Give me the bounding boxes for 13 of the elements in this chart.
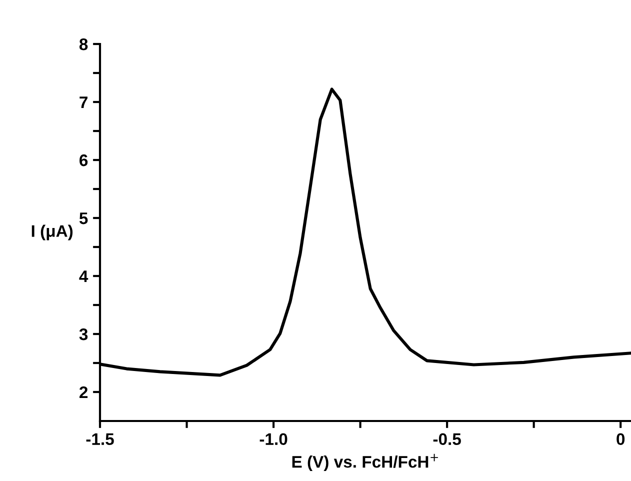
y-tick-label: 3 [79, 328, 88, 340]
x-axis-title: E (V) vs. FcH/FcH$^{+}$ [292, 454, 438, 472]
y-tick-label: 7 [80, 96, 88, 108]
y-tick-label: 6 [80, 154, 88, 166]
y-tick-label: 2 [80, 386, 88, 398]
y-tick-label: 5 [79, 212, 88, 224]
x-tick-label: 0 [616, 433, 625, 446]
y-axis-title: I (μA) [32, 224, 73, 240]
x-tick-label: -1.0 [260, 433, 288, 446]
y-tick-label: 8 [79, 38, 88, 50]
y-tick-label: 4 [79, 270, 88, 282]
x-tick-label: -1.5 [86, 433, 114, 446]
x-tick-label: -0.5 [433, 433, 461, 446]
